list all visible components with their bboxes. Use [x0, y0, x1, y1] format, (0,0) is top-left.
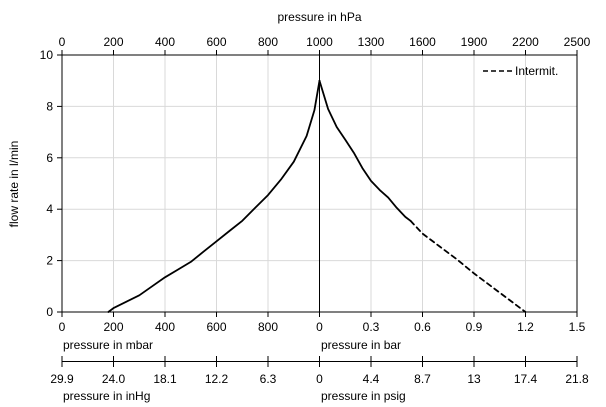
bottom-tick-label: 800	[258, 320, 278, 334]
y-tick-label: 2	[46, 254, 53, 268]
inhg-axis-title: pressure in inHg	[63, 389, 150, 403]
y-tick-label: 0	[46, 305, 53, 319]
secondary-tick-label: 4.4	[363, 372, 380, 386]
intermittent-curve	[409, 219, 527, 313]
bottom-tick-label: 600	[206, 320, 226, 334]
bottom-tick-label: 0.3	[363, 320, 380, 334]
top-tick-label: 0	[59, 35, 66, 49]
bottom-tick-label: 400	[155, 320, 175, 334]
bar-axis-title: pressure in bar	[321, 338, 401, 352]
secondary-tick-label: 0	[316, 372, 323, 386]
y-tick-label: 6	[46, 151, 53, 165]
bottom-tick-label: 0.9	[466, 320, 483, 334]
bottom-axis-ticks: 0 200 400 600 800 0 0.3 0.6 0.9 1.2 1.5	[59, 312, 586, 334]
secondary-tick-label: 13	[467, 372, 481, 386]
bottom-tick-label: 1.5	[569, 320, 586, 334]
top-tick-label: 400	[155, 35, 175, 49]
bottom-tick-label: 0	[316, 320, 323, 334]
secondary-tick-label: 8.7	[414, 372, 431, 386]
top-tick-label: 200	[103, 35, 123, 49]
secondary-tick-label: 21.8	[565, 372, 589, 386]
top-tick-label: 1300	[358, 35, 385, 49]
secondary-tick-label: 18.1	[153, 372, 177, 386]
bottom-tick-label: 200	[103, 320, 123, 334]
series	[107, 79, 527, 313]
vacuum-curve	[107, 79, 321, 313]
y-tick-label: 10	[40, 48, 54, 62]
secondary-tick-label: 12.2	[205, 372, 229, 386]
top-tick-label: 800	[258, 35, 278, 49]
legend: Intermit.	[483, 64, 558, 78]
secondary-tick-label: 24.0	[102, 372, 126, 386]
y-axis-title: flow rate in l/min	[7, 141, 21, 228]
top-axis-ticks: 0 200 400 600 800 1000 1300 1600 1900 2200 2500	[59, 35, 591, 55]
top-tick-label: 600	[206, 35, 226, 49]
top-axis-title: pressure in hPa	[277, 10, 361, 24]
bottom-tick-label: 1.2	[517, 320, 534, 334]
pressure-curve	[318, 79, 412, 222]
top-tick-label: 1600	[409, 35, 436, 49]
top-tick-label: 2500	[564, 35, 591, 49]
legend-label: Intermit.	[515, 64, 558, 78]
bottom-tick-label: 0.6	[414, 320, 431, 334]
y-tick-label: 4	[46, 202, 53, 216]
secondary-tick-label: 17.4	[514, 372, 538, 386]
grid	[62, 55, 577, 312]
mbar-axis-title: pressure in mbar	[63, 338, 153, 352]
top-tick-label: 1900	[461, 35, 488, 49]
bottom-tick-label: 0	[59, 320, 66, 334]
secondary-axis-ticks: 29.9 24.0 18.1 12.2 6.3 0 4.4 8.7 13 17.4 21.8	[50, 356, 589, 386]
y-axis-ticks: 0 2 4 6 8 10	[40, 48, 62, 319]
secondary-tick-label: 29.9	[50, 372, 74, 386]
top-tick-label: 1000	[306, 35, 333, 49]
psig-axis-title: pressure in psig	[321, 389, 406, 403]
y-tick-label: 8	[46, 99, 53, 113]
secondary-tick-label: 6.3	[260, 372, 277, 386]
top-tick-label: 2200	[512, 35, 539, 49]
